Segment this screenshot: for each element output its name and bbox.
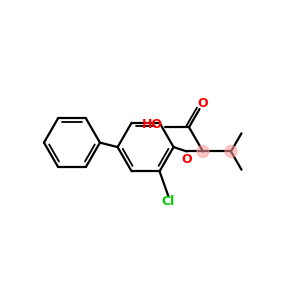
Text: O: O — [182, 153, 192, 166]
Text: Cl: Cl — [162, 195, 175, 208]
Text: O: O — [198, 97, 208, 110]
Text: HO: HO — [142, 118, 164, 131]
Circle shape — [197, 146, 209, 158]
Circle shape — [225, 146, 237, 158]
